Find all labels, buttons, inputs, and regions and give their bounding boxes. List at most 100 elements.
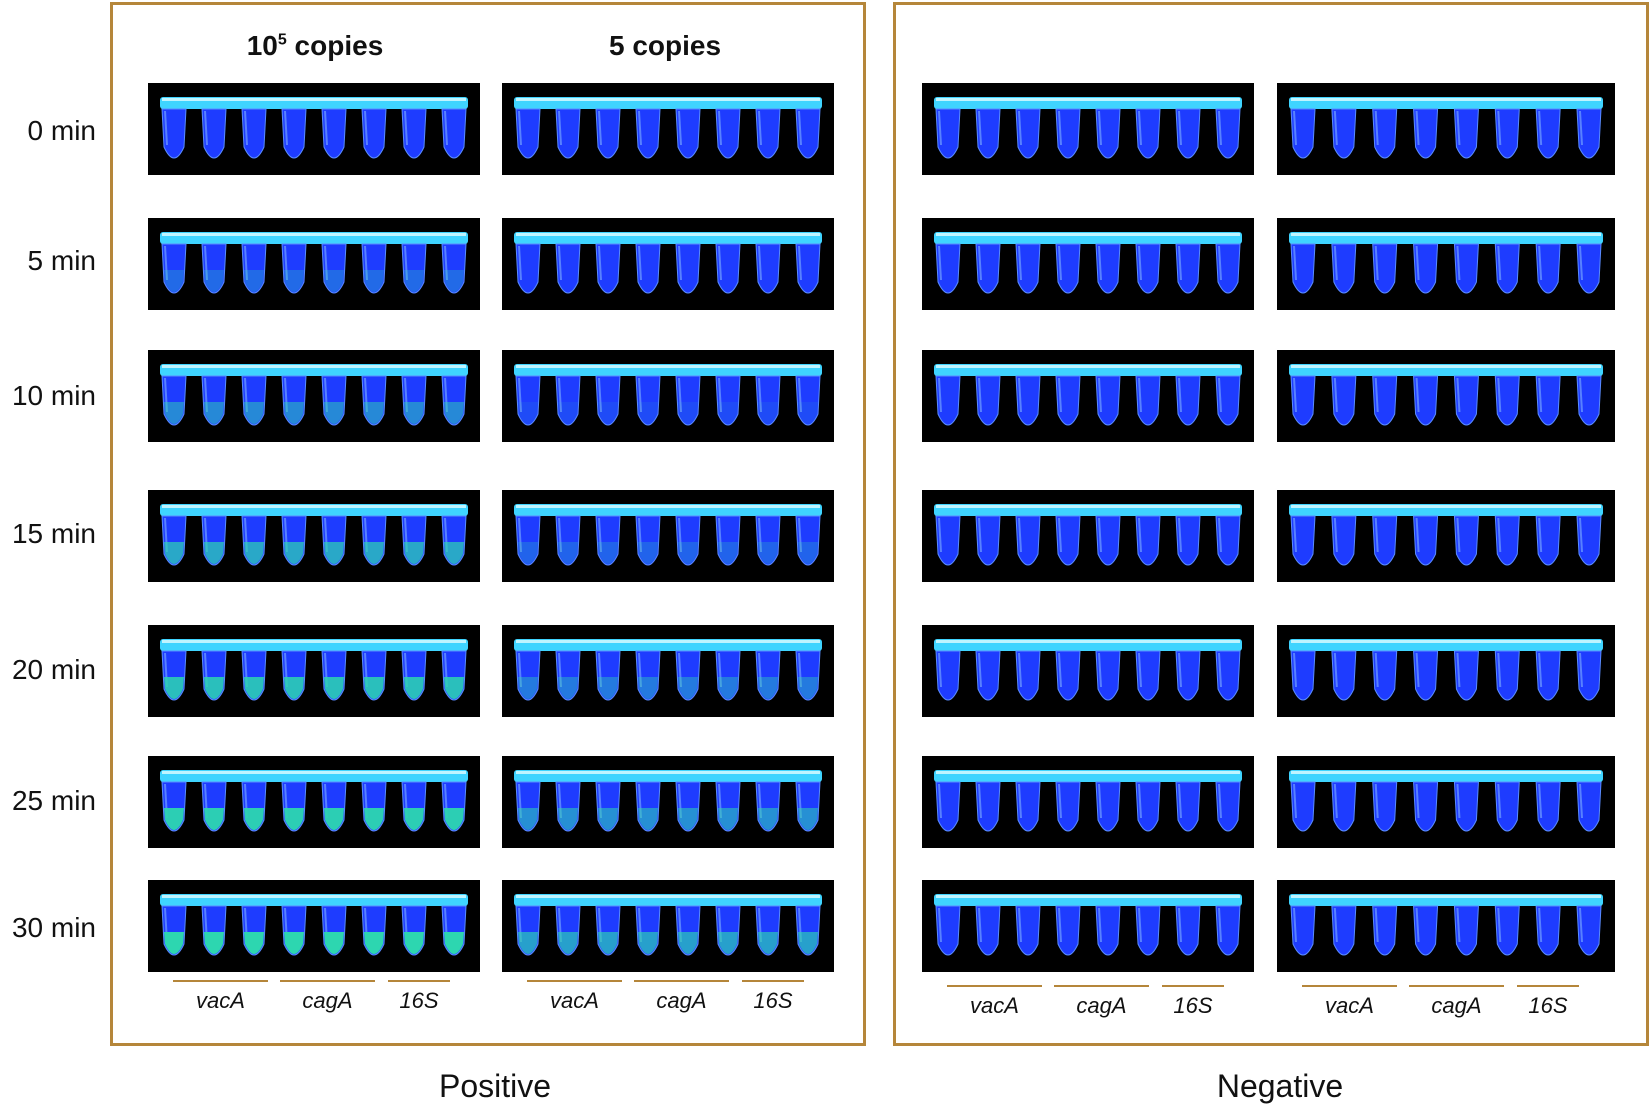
tube xyxy=(935,375,961,426)
tube xyxy=(935,515,961,566)
tube xyxy=(715,515,741,566)
tube xyxy=(755,515,781,566)
tube xyxy=(975,243,1001,294)
tube xyxy=(1413,375,1439,426)
tube-fluorescence xyxy=(444,677,464,699)
header-high-copies: 105 copies xyxy=(246,30,384,61)
tube xyxy=(1215,243,1241,294)
tube xyxy=(1576,375,1602,426)
tube-fluorescence xyxy=(164,402,184,424)
tube-fluorescence xyxy=(204,542,224,564)
tube-fluorescence xyxy=(678,932,698,954)
gene-underline-pos-low-1 xyxy=(634,980,729,982)
tube xyxy=(1494,108,1520,159)
tube xyxy=(1175,905,1201,956)
tube xyxy=(1494,243,1520,294)
tube-fluorescence xyxy=(444,402,464,424)
gene-label-vacA: vacA xyxy=(970,993,1019,1018)
gene-label-vacA: vacA xyxy=(1325,993,1374,1018)
tube xyxy=(1331,650,1357,701)
tube xyxy=(795,108,821,159)
tube-fluorescence xyxy=(758,542,778,564)
tube-fluorescence xyxy=(558,677,578,699)
tube-strip-neg-a-0 xyxy=(922,83,1254,175)
tube-fluorescence xyxy=(404,270,424,292)
tube xyxy=(1290,650,1316,701)
tube xyxy=(161,108,187,159)
tube-strip-neg-a-4 xyxy=(922,625,1254,717)
tube xyxy=(595,515,621,566)
tube-fluorescence xyxy=(164,808,184,830)
tube xyxy=(555,650,581,701)
tube-fluorescence xyxy=(244,542,264,564)
gene-label-16S: 16S xyxy=(753,988,793,1013)
tube-fluorescence xyxy=(758,932,778,954)
tube xyxy=(1055,108,1081,159)
time-label-0: 0 min xyxy=(27,115,96,146)
time-label-10: 10 min xyxy=(11,380,96,411)
tube xyxy=(401,108,427,159)
tube xyxy=(1015,108,1041,159)
tube-fluorescence xyxy=(284,808,304,830)
tube xyxy=(1372,515,1398,566)
tube xyxy=(1175,108,1201,159)
tube xyxy=(1135,781,1161,832)
tube xyxy=(755,243,781,294)
tube-fluorescence xyxy=(324,270,344,292)
gene-label-cagA: cagA xyxy=(656,988,707,1013)
tube-strip-pos-low-6 xyxy=(502,880,834,972)
tube xyxy=(635,243,661,294)
tube-strip-neg-b-2 xyxy=(1277,350,1615,442)
tube-fluorescence xyxy=(758,677,778,699)
tube xyxy=(1494,375,1520,426)
tube-strip-pos-high-2 xyxy=(148,350,480,442)
tube-fluorescence xyxy=(678,402,698,424)
gene-underline-pos-high-0 xyxy=(173,980,268,982)
tube xyxy=(1372,781,1398,832)
tube-fluorescence xyxy=(558,932,578,954)
tube xyxy=(1413,108,1439,159)
tube xyxy=(1215,108,1241,159)
tube-fluorescence xyxy=(404,808,424,830)
tube xyxy=(1215,781,1241,832)
tube-fluorescence xyxy=(598,542,618,564)
tube xyxy=(795,515,821,566)
tube xyxy=(1095,905,1121,956)
tube-strip-neg-a-5 xyxy=(922,756,1254,848)
tube xyxy=(975,650,1001,701)
tube xyxy=(1494,781,1520,832)
tube xyxy=(1453,515,1479,566)
tube-fluorescence xyxy=(404,677,424,699)
tube-fluorescence xyxy=(164,270,184,292)
tube xyxy=(1453,375,1479,426)
tube-fluorescence xyxy=(718,402,738,424)
gene-label-cagA: cagA xyxy=(1076,993,1127,1018)
tube-fluorescence xyxy=(718,542,738,564)
tube xyxy=(555,243,581,294)
tube-strip-pos-low-0 xyxy=(502,83,834,175)
tube-fluorescence xyxy=(244,932,264,954)
tube xyxy=(1290,515,1316,566)
tube xyxy=(1175,375,1201,426)
tube xyxy=(361,243,387,294)
tube xyxy=(1015,650,1041,701)
tube-strip-pos-low-1 xyxy=(502,218,834,310)
tube xyxy=(715,375,741,426)
tube xyxy=(1535,905,1561,956)
tube xyxy=(795,243,821,294)
tube-fluorescence xyxy=(518,542,538,564)
tube xyxy=(975,905,1001,956)
tube xyxy=(1453,108,1479,159)
tube xyxy=(555,515,581,566)
tube xyxy=(1215,650,1241,701)
tube-fluorescence xyxy=(718,808,738,830)
negative-label: Negative xyxy=(1216,1068,1344,1104)
tube xyxy=(675,650,701,701)
tube-strip-neg-b-5 xyxy=(1277,756,1615,848)
tube-strip-pos-low-2 xyxy=(502,350,834,442)
tube-fluorescence xyxy=(798,402,818,424)
tube xyxy=(241,243,267,294)
tube xyxy=(595,650,621,701)
tube xyxy=(1290,905,1316,956)
tube xyxy=(595,108,621,159)
